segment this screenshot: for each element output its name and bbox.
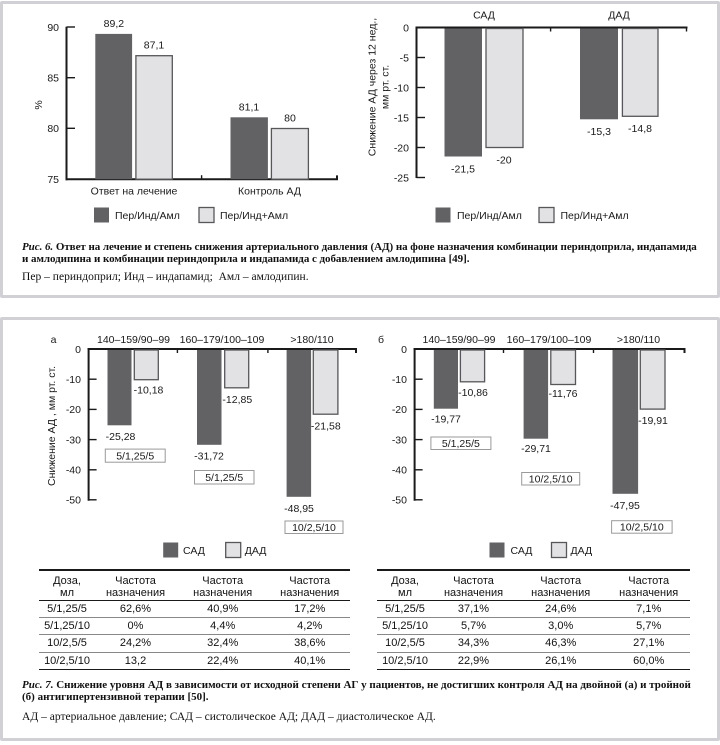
svg-text:-40: -40: [66, 465, 81, 477]
svg-text:-20: -20: [66, 404, 81, 416]
svg-text:-47,95: -47,95: [610, 500, 640, 512]
svg-text:-21,58: -21,58: [311, 420, 341, 432]
svg-text:Пер/Инд/Амл: Пер/Инд/Амл: [457, 210, 522, 222]
svg-text:-10: -10: [392, 374, 407, 386]
svg-text:-25: -25: [394, 172, 409, 184]
svg-text:-31,72: -31,72: [194, 451, 224, 463]
svg-text:5/1,25/5: 5/1,25/5: [442, 438, 480, 450]
svg-text:-15,3: -15,3: [587, 126, 611, 138]
svg-text:САД: САД: [183, 545, 205, 557]
svg-text:0: 0: [75, 344, 81, 356]
svg-text:САД: САД: [511, 545, 533, 557]
svg-text:-29,71: -29,71: [521, 443, 551, 455]
svg-text:%: %: [33, 100, 45, 109]
svg-text:10/2,5/10: 10/2,5/10: [620, 522, 664, 534]
svg-text:-19,77: -19,77: [431, 414, 461, 426]
svg-text:Пер/Инд/Амл: Пер/Инд/Амл: [115, 210, 180, 222]
svg-text:Контроль АД: Контроль АД: [238, 185, 301, 197]
svg-text:160–179/100–109: 160–179/100–109: [507, 334, 592, 346]
svg-text:-10: -10: [66, 374, 81, 386]
svg-text:75: 75: [47, 174, 59, 186]
svg-text:Пер/Инд+Амл: Пер/Инд+Амл: [220, 210, 288, 222]
svg-text:Ответ на лечение: Ответ на лечение: [91, 185, 178, 197]
svg-text:0: 0: [403, 22, 409, 34]
svg-text:10/2,5/10: 10/2,5/10: [292, 522, 336, 534]
svg-text:САД: САД: [473, 9, 495, 21]
svg-text:ДАД: ДАД: [571, 545, 593, 557]
svg-text:140–159/90–99: 140–159/90–99: [97, 334, 170, 346]
svg-text:160–179/100–109: 160–179/100–109: [180, 334, 265, 346]
svg-text:-50: -50: [66, 495, 81, 507]
svg-text:0: 0: [401, 344, 407, 356]
svg-text:-30: -30: [66, 434, 81, 446]
svg-text:-40: -40: [392, 465, 407, 477]
svg-text:-48,95: -48,95: [284, 503, 314, 515]
svg-text:5/1,25/5: 5/1,25/5: [116, 451, 154, 463]
svg-text:87,1: 87,1: [144, 40, 165, 52]
svg-text:80: 80: [47, 123, 59, 135]
svg-text:85: 85: [47, 73, 59, 85]
svg-text:5/1,25/5: 5/1,25/5: [205, 472, 243, 484]
svg-text:-30: -30: [392, 434, 407, 446]
svg-text:-20: -20: [394, 142, 409, 154]
svg-text:ДАД: ДАД: [608, 9, 630, 21]
svg-text:-50: -50: [392, 495, 407, 507]
svg-text:-10,18: -10,18: [134, 385, 164, 397]
svg-text:89,2: 89,2: [104, 18, 125, 30]
svg-text:-5: -5: [400, 52, 409, 64]
svg-text:ДАД: ДАД: [245, 545, 267, 557]
svg-text:80: 80: [284, 112, 296, 124]
svg-text:б: б: [378, 334, 384, 346]
svg-text:10/2,5/10: 10/2,5/10: [529, 474, 573, 486]
svg-text:мм рт. ст.: мм рт. ст.: [380, 65, 392, 109]
svg-text:Снижение АД , мм рт. ст.: Снижение АД , мм рт. ст.: [46, 366, 58, 486]
svg-text:-11,76: -11,76: [549, 388, 578, 400]
svg-text:>180/110: >180/110: [290, 334, 333, 346]
svg-text:>180/110: >180/110: [617, 334, 660, 346]
svg-text:Пер/Инд+Амл: Пер/Инд+Амл: [561, 210, 629, 222]
svg-text:-25,28: -25,28: [106, 431, 136, 443]
svg-text:-15: -15: [394, 112, 409, 124]
svg-text:а: а: [51, 334, 57, 346]
svg-text:81,1: 81,1: [239, 101, 260, 113]
svg-text:-12,85: -12,85: [222, 394, 252, 406]
svg-text:-20: -20: [392, 404, 407, 416]
svg-text:140–159/90–99: 140–159/90–99: [423, 334, 496, 346]
svg-text:-21,5: -21,5: [451, 163, 475, 175]
svg-text:-20: -20: [496, 154, 511, 166]
svg-text:-10: -10: [394, 82, 409, 94]
svg-text:-19,91: -19,91: [638, 415, 668, 427]
svg-text:Снижение АД через 12 нед.,: Снижение АД через 12 нед.,: [367, 18, 379, 156]
svg-text:90: 90: [47, 22, 59, 34]
svg-text:-10,86: -10,86: [458, 387, 488, 399]
svg-text:-14,8: -14,8: [628, 123, 652, 135]
